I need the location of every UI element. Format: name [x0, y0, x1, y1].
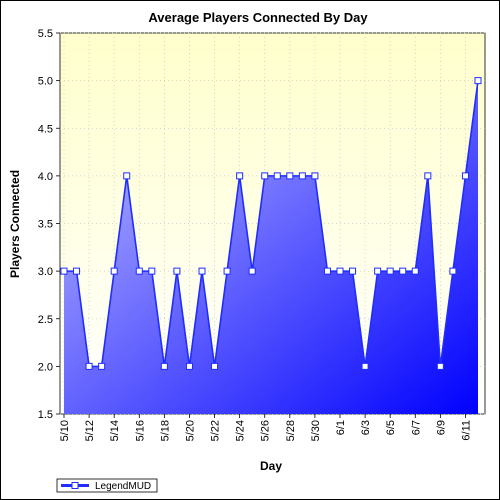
data-point: [449, 267, 457, 275]
data-point: [223, 267, 231, 275]
legend: LegendMUD: [56, 478, 158, 493]
data-point: [436, 362, 444, 370]
data-point: [399, 267, 407, 275]
area-layer: [64, 80, 479, 414]
x-tick-label: 5/10: [59, 420, 71, 441]
y-tick-label: 2.5: [38, 314, 53, 326]
y-tick-label: 5.0: [38, 76, 53, 88]
y-tick-label: 3.0: [38, 266, 53, 278]
data-point: [461, 172, 469, 180]
data-point: [311, 172, 319, 180]
data-point: [361, 362, 369, 370]
x-tick-label: 6/7: [410, 420, 422, 435]
data-point: [349, 267, 357, 275]
x-axis-title: Day: [260, 459, 282, 473]
x-tick-label: 5/14: [109, 420, 121, 441]
data-point: [173, 267, 181, 275]
x-tick-label: 6/1: [335, 420, 347, 435]
data-point: [336, 267, 344, 275]
x-tick-label: 5/26: [260, 420, 272, 441]
y-tick-label: 4.0: [38, 171, 53, 183]
data-point: [60, 267, 68, 275]
data-point: [135, 267, 143, 275]
legend-swatch-marker: [71, 482, 79, 489]
data-point: [261, 172, 269, 180]
data-point: [248, 267, 256, 275]
data-point: [198, 267, 206, 275]
x-tick-label: 6/11: [460, 420, 472, 441]
data-point: [273, 172, 281, 180]
data-point: [298, 172, 306, 180]
x-tick-label: 5/20: [184, 420, 196, 441]
x-tick-label: 6/5: [385, 420, 397, 435]
x-tick-label: 5/22: [210, 420, 222, 441]
legend-box: [56, 478, 158, 493]
axes: 1.5 2.0 2.5 3.0 3.5 4.0 4.5 5.0 5.5 5/10 5/12 5/14 5…: [38, 28, 473, 441]
data-point: [323, 267, 331, 275]
markers: [60, 77, 482, 370]
legend-label: LegendMUD: [95, 481, 151, 492]
data-point: [73, 267, 81, 275]
data-point: [211, 362, 219, 370]
x-tick-label: 5/30: [310, 420, 322, 441]
y-tick-label: 1.5: [38, 409, 53, 421]
data-point: [110, 267, 118, 275]
series-line: [64, 80, 479, 368]
x-tick-label: 5/12: [84, 420, 96, 441]
data-point: [185, 362, 193, 370]
x-tick-label: 5/28: [285, 420, 297, 441]
data-point: [424, 172, 432, 180]
x-tick-label: 6/9: [435, 420, 447, 435]
data-point: [374, 267, 382, 275]
data-point: [123, 172, 131, 180]
x-tick-label: 5/18: [159, 420, 171, 441]
data-point: [286, 172, 294, 180]
series-area-fill: [64, 80, 478, 414]
x-tick-label: 5/16: [134, 420, 146, 441]
y-tick-label: 4.5: [38, 123, 53, 135]
chart-title: Average Players Connected By Day: [148, 10, 368, 25]
y-tick-label: 5.5: [38, 28, 53, 40]
data-point: [474, 77, 482, 85]
data-point: [386, 267, 394, 275]
data-point: [148, 267, 156, 275]
data-point: [411, 267, 419, 275]
data-point: [85, 362, 93, 370]
x-tick-label: 5/24: [235, 420, 247, 441]
data-point: [160, 362, 168, 370]
x-tick-label: 6/3: [360, 420, 372, 435]
y-axis-title: Players Connected: [8, 170, 22, 278]
y-tick-label: 2.0: [38, 361, 53, 373]
data-point: [98, 362, 106, 370]
y-tick-label: 3.5: [38, 219, 53, 231]
data-point: [236, 172, 244, 180]
